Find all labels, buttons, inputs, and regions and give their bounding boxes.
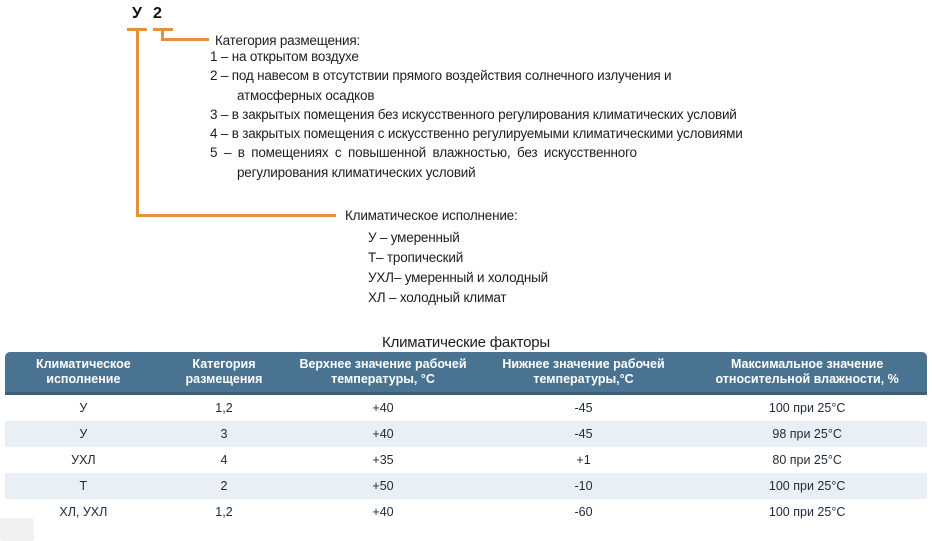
climate-version-label: Климатическое исполнение:: [345, 208, 518, 223]
table-cell: ХЛ, УХЛ: [59, 505, 108, 519]
placement-item-3: 3 – в закрытых помещения без искусственн…: [210, 106, 737, 122]
table-cell: 1,2: [215, 401, 233, 415]
table-cell: 3: [161, 421, 287, 447]
table-cell: +40: [372, 401, 394, 415]
table-cell: 2: [161, 473, 287, 499]
table-row: УХЛ 4 +35 +1 80 при 25°С: [5, 447, 927, 473]
table-cell: 100 при 25°С: [687, 473, 927, 499]
table-cell: 4: [220, 453, 228, 467]
table-cell: 1,2: [215, 505, 233, 519]
table-cell: 100 при 25°С: [768, 505, 846, 519]
table-header-row: Климатическое исполнение Категория разме…: [5, 352, 927, 395]
corner-artifact: [0, 518, 34, 541]
table-cell: 100 при 25°С: [768, 401, 846, 415]
header-lower-temperature: Нижнее значение рабочей температуры,°С: [479, 352, 688, 395]
table-cell: +1: [576, 453, 591, 467]
table-cell: -45: [574, 401, 593, 415]
callout-line-climate-vertical: [136, 28, 139, 217]
callout-line-placement-vertical: [161, 28, 164, 41]
table-row: ХЛ, УХЛ 1,2 +40 -60 100 при 25°С: [5, 499, 927, 525]
header-upper-temperature: Верхнее значение рабочей температуры, °С: [286, 352, 480, 395]
callout-line-placement-horizontal: [161, 38, 209, 41]
climate-item-u: У – умеренный: [368, 230, 460, 245]
header-placement-category: Категория размещения: [161, 352, 287, 395]
callout-line-climate-horizontal: [136, 214, 336, 217]
placement-item-2: 2 – под навесом в отсутствии прямого воз…: [210, 68, 672, 103]
placement-item-1: 1 – на открытом воздухе: [210, 49, 359, 64]
table-cell: УХЛ: [71, 453, 96, 467]
table-cell: +50: [286, 473, 480, 499]
placement-number: 2: [152, 5, 162, 22]
table-cell: +40: [286, 421, 480, 447]
table-row: Т 2 +50 -10 100 при 25°С: [5, 473, 927, 499]
header-climate-version: Климатическое исполнение: [5, 352, 162, 395]
climate-item-uhl: УХЛ– умеренный и холодный: [368, 270, 548, 285]
placement-category-list: 1 – на открытом воздухе 2 – под навесом …: [210, 47, 870, 182]
table-row: У 3 +40 -45 98 при 25°С: [5, 421, 927, 447]
table-cell: -60: [574, 505, 593, 519]
table-cell: Т: [5, 473, 162, 499]
placement-item-4: 4 – в закрытых помещения с искусственно …: [210, 126, 743, 142]
table-title: Климатические факторы: [382, 334, 550, 351]
climate-item-hl: ХЛ – холодный климат: [368, 290, 507, 305]
climate-version-list: У – умеренный Т– тропический УХЛ– умерен…: [368, 228, 548, 308]
table-cell: -10: [479, 473, 688, 499]
header-max-humidity: Максимальное значение относительной влаж…: [687, 352, 927, 395]
table-cell: -45: [479, 421, 688, 447]
table-cell: +35: [372, 453, 394, 467]
table-cell: У: [5, 421, 162, 447]
climate-item-t: Т– тропический: [368, 250, 464, 265]
table-cell: У: [79, 401, 88, 415]
climatic-factors-table: Климатическое исполнение Категория разме…: [5, 352, 927, 525]
placement-category-label: Категория размещения:: [215, 33, 361, 48]
table-row: У 1,2 +40 -45 100 при 25°С: [5, 395, 927, 421]
table-cell: 98 при 25°С: [687, 421, 927, 447]
table-cell: 80 при 25°С: [772, 453, 842, 467]
table-cell: +40: [372, 505, 394, 519]
climate-letter: У: [132, 5, 142, 22]
placement-item-5: 5 – в помещениях с повышенной влажностью…: [210, 145, 637, 180]
